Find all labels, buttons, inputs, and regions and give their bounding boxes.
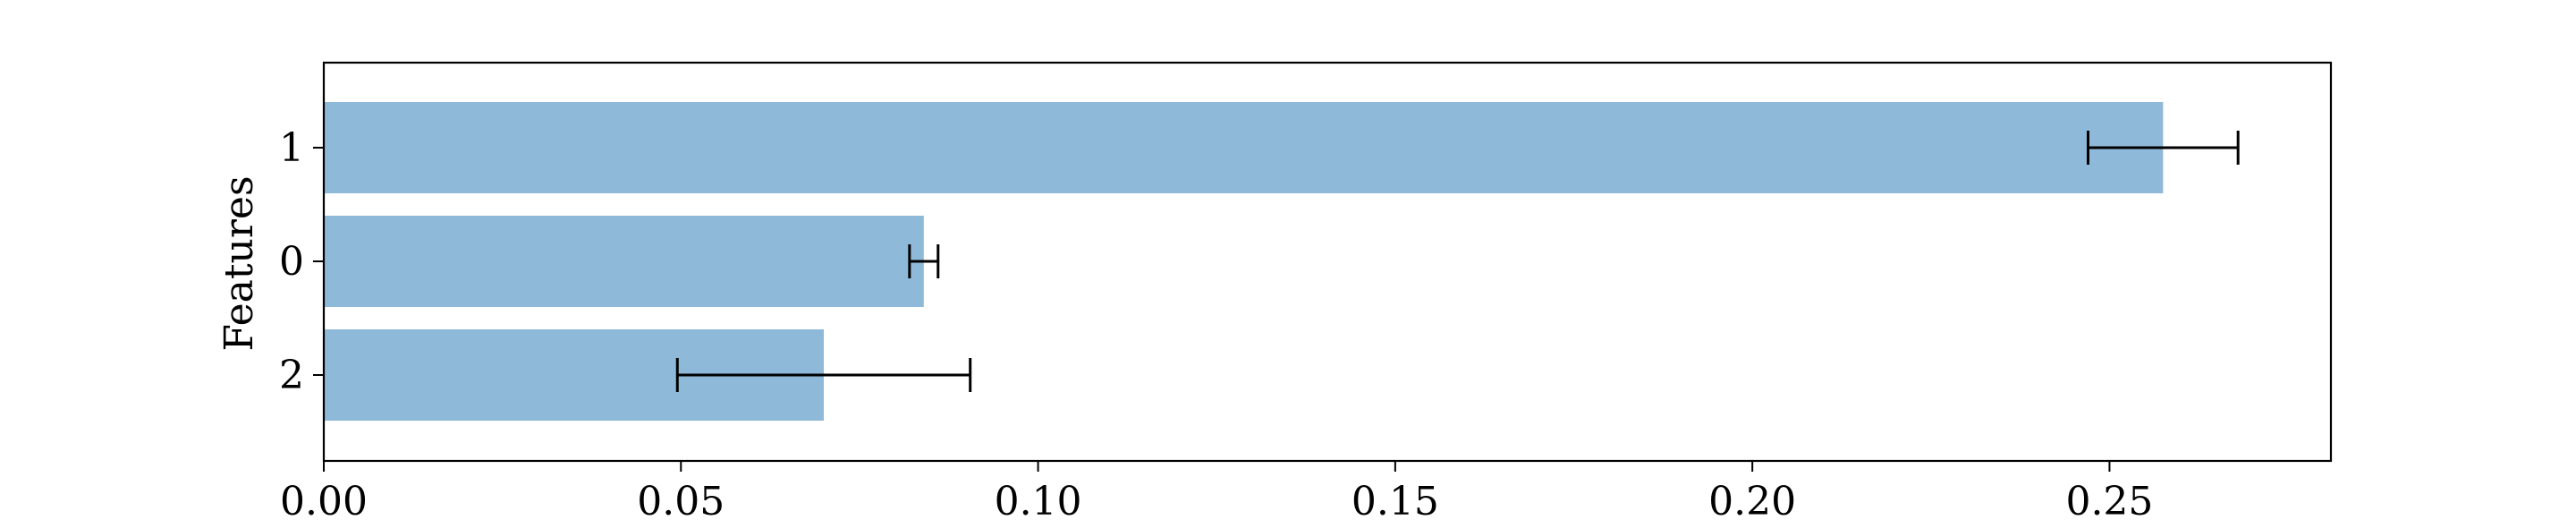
x-tick-label: 0.15 [1352,479,1439,516]
bars-layer [324,102,2164,421]
x-tick-label: 0.20 [1708,479,1796,516]
errorbar-feature-0 [908,244,940,278]
errorbar-feature-1 [2086,131,2240,165]
y-axis-label: Features [216,175,262,351]
errorbar-feature-2 [675,358,972,392]
x-tick-label: 0.00 [280,479,368,516]
x-tick-label: 0.10 [995,479,1082,516]
x-axis-ticks: 0.00 0.05 0.10 0.15 0.20 0.25 [280,461,2153,520]
errorbars-layer [675,131,2240,392]
y-tick-label: 2 [279,353,304,398]
y-axis-ticks: 1 0 2 [279,125,324,398]
y-tick-label: 0 [279,239,304,285]
y-tick-label: 1 [279,125,304,171]
bar-feature-1 [324,102,2164,193]
x-tick-label: 0.25 [2065,479,2153,516]
x-tick-label: 0.05 [637,479,724,516]
bar-feature-0 [324,216,924,307]
